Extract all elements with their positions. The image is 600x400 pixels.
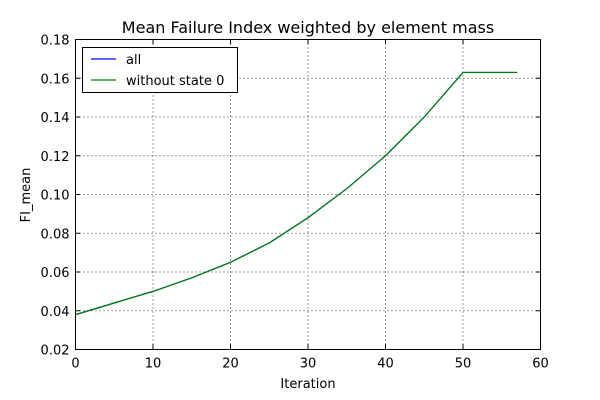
y-tick-label: 0.06 — [41, 266, 70, 281]
y-tick-label: 0.04 — [41, 305, 70, 320]
x-tick-label: 20 — [222, 357, 239, 372]
x-tick-label: 60 — [532, 357, 549, 372]
chart-title: Mean Failure Index weighted by element m… — [122, 18, 494, 37]
y-tick-label: 0.02 — [41, 344, 70, 359]
x-tick-label: 10 — [145, 357, 162, 372]
x-tick-label: 50 — [455, 357, 472, 372]
ticks: 0 10 20 30 40 50 60 0.02 0.04 0.06 0.08 0.10 0.12 0.1… — [41, 34, 549, 372]
y-axis-label: FI_mean — [19, 168, 34, 223]
y-tick-label: 0.10 — [41, 189, 70, 204]
x-tick-label: 0 — [71, 357, 79, 372]
legend-box — [82, 47, 238, 93]
series-line-without-state-0 — [75, 71, 518, 316]
x-tick-label: 40 — [377, 357, 394, 372]
series-layer — [75, 71, 518, 316]
y-tick-label: 0.16 — [41, 72, 70, 87]
legend-label-all: all — [126, 53, 141, 68]
legend-label-without-state-0: without state 0 — [126, 74, 224, 89]
legend: all without state 0 — [82, 47, 238, 93]
y-tick-label: 0.14 — [41, 111, 70, 126]
y-tick-label: 0.18 — [41, 34, 70, 49]
y-tick-label: 0.08 — [41, 227, 70, 242]
x-tick-label: 30 — [300, 357, 317, 372]
x-axis-label: Iteration — [280, 377, 335, 392]
y-tick-label: 0.12 — [41, 150, 70, 165]
